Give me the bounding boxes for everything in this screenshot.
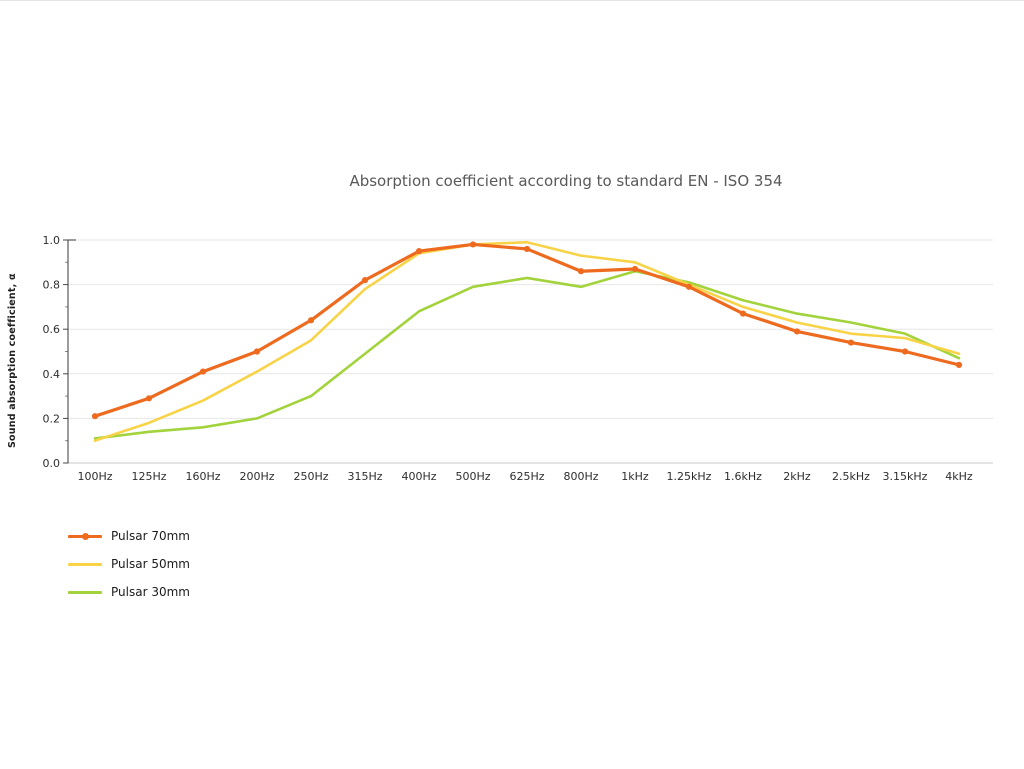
svg-text:1.0: 1.0: [43, 234, 61, 247]
data-point-marker: [307, 317, 315, 324]
data-point-marker: [793, 328, 801, 335]
svg-text:250Hz: 250Hz: [293, 470, 328, 483]
svg-text:2.5kHz: 2.5kHz: [832, 470, 870, 483]
data-point-marker: [415, 248, 423, 255]
svg-text:2kHz: 2kHz: [783, 470, 811, 483]
legend-line-icon: [68, 532, 102, 540]
svg-text:4kHz: 4kHz: [945, 470, 973, 483]
legend-line-icon: [68, 562, 102, 566]
svg-text:1.25kHz: 1.25kHz: [667, 470, 712, 483]
svg-text:125Hz: 125Hz: [131, 470, 166, 483]
series-line-pulsar-30mm: [93, 269, 961, 440]
svg-text:500Hz: 500Hz: [455, 470, 490, 483]
series-pulsar-70mm: [91, 241, 963, 420]
data-point-marker: [577, 268, 585, 275]
data-point-marker: [523, 245, 531, 253]
data-point-marker: [199, 368, 207, 375]
svg-text:1kHz: 1kHz: [621, 470, 649, 483]
svg-text:0.0: 0.0: [43, 457, 61, 470]
svg-text:400Hz: 400Hz: [401, 470, 436, 483]
data-point-marker: [361, 277, 369, 284]
data-point-marker: [91, 413, 99, 420]
data-point-marker: [847, 339, 855, 346]
y-axis: [67, 239, 76, 464]
svg-text:800Hz: 800Hz: [563, 470, 598, 483]
x-axis-labels: 100Hz 125Hz 160Hz 200Hz 250Hz 315Hz 400Hz 500Hz…: [77, 470, 972, 483]
y-axis-labels: 0.0 0.2 0.4 0.6 0.8 1.0: [43, 234, 61, 470]
legend-label: Pulsar 50mm: [111, 557, 190, 571]
svg-text:1.6kHz: 1.6kHz: [724, 470, 762, 483]
svg-text:160Hz: 160Hz: [185, 470, 220, 483]
data-point-marker: [901, 348, 909, 355]
series-line-pulsar-50mm: [93, 240, 961, 443]
svg-text:0.4: 0.4: [43, 368, 61, 381]
y-gridlines: [63, 239, 993, 464]
chart-title: Absorption coefficient according to stan…: [349, 172, 783, 190]
data-point-marker: [469, 241, 477, 248]
data-point-marker: [631, 265, 639, 273]
data-point-marker: [145, 395, 153, 402]
legend-line-icon: [68, 590, 102, 594]
series-pulsar-30mm: [93, 269, 961, 440]
legend: Pulsar 70mm Pulsar 50mm Pulsar 30mm: [68, 522, 190, 606]
data-point-marker: [253, 348, 261, 355]
data-point-marker: [739, 310, 747, 317]
data-point-marker: [685, 283, 693, 290]
svg-text:0.2: 0.2: [43, 412, 61, 425]
svg-text:0.8: 0.8: [43, 279, 61, 292]
data-point-marker: [955, 361, 963, 368]
legend-label: Pulsar 30mm: [111, 585, 190, 599]
svg-text:0.6: 0.6: [43, 323, 61, 336]
legend-marker-dot-icon: [82, 532, 89, 540]
svg-text:3.15kHz: 3.15kHz: [883, 470, 928, 483]
svg-text:100Hz: 100Hz: [77, 470, 112, 483]
series-pulsar-50mm: [93, 240, 961, 443]
legend-item-pulsar-70mm[interactable]: Pulsar 70mm: [68, 522, 190, 550]
legend-item-pulsar-30mm[interactable]: Pulsar 30mm: [68, 578, 190, 606]
legend-item-pulsar-50mm[interactable]: Pulsar 50mm: [68, 550, 190, 578]
svg-text:200Hz: 200Hz: [239, 470, 274, 483]
svg-text:625Hz: 625Hz: [509, 470, 544, 483]
legend-label: Pulsar 70mm: [111, 529, 190, 543]
svg-text:315Hz: 315Hz: [347, 470, 382, 483]
